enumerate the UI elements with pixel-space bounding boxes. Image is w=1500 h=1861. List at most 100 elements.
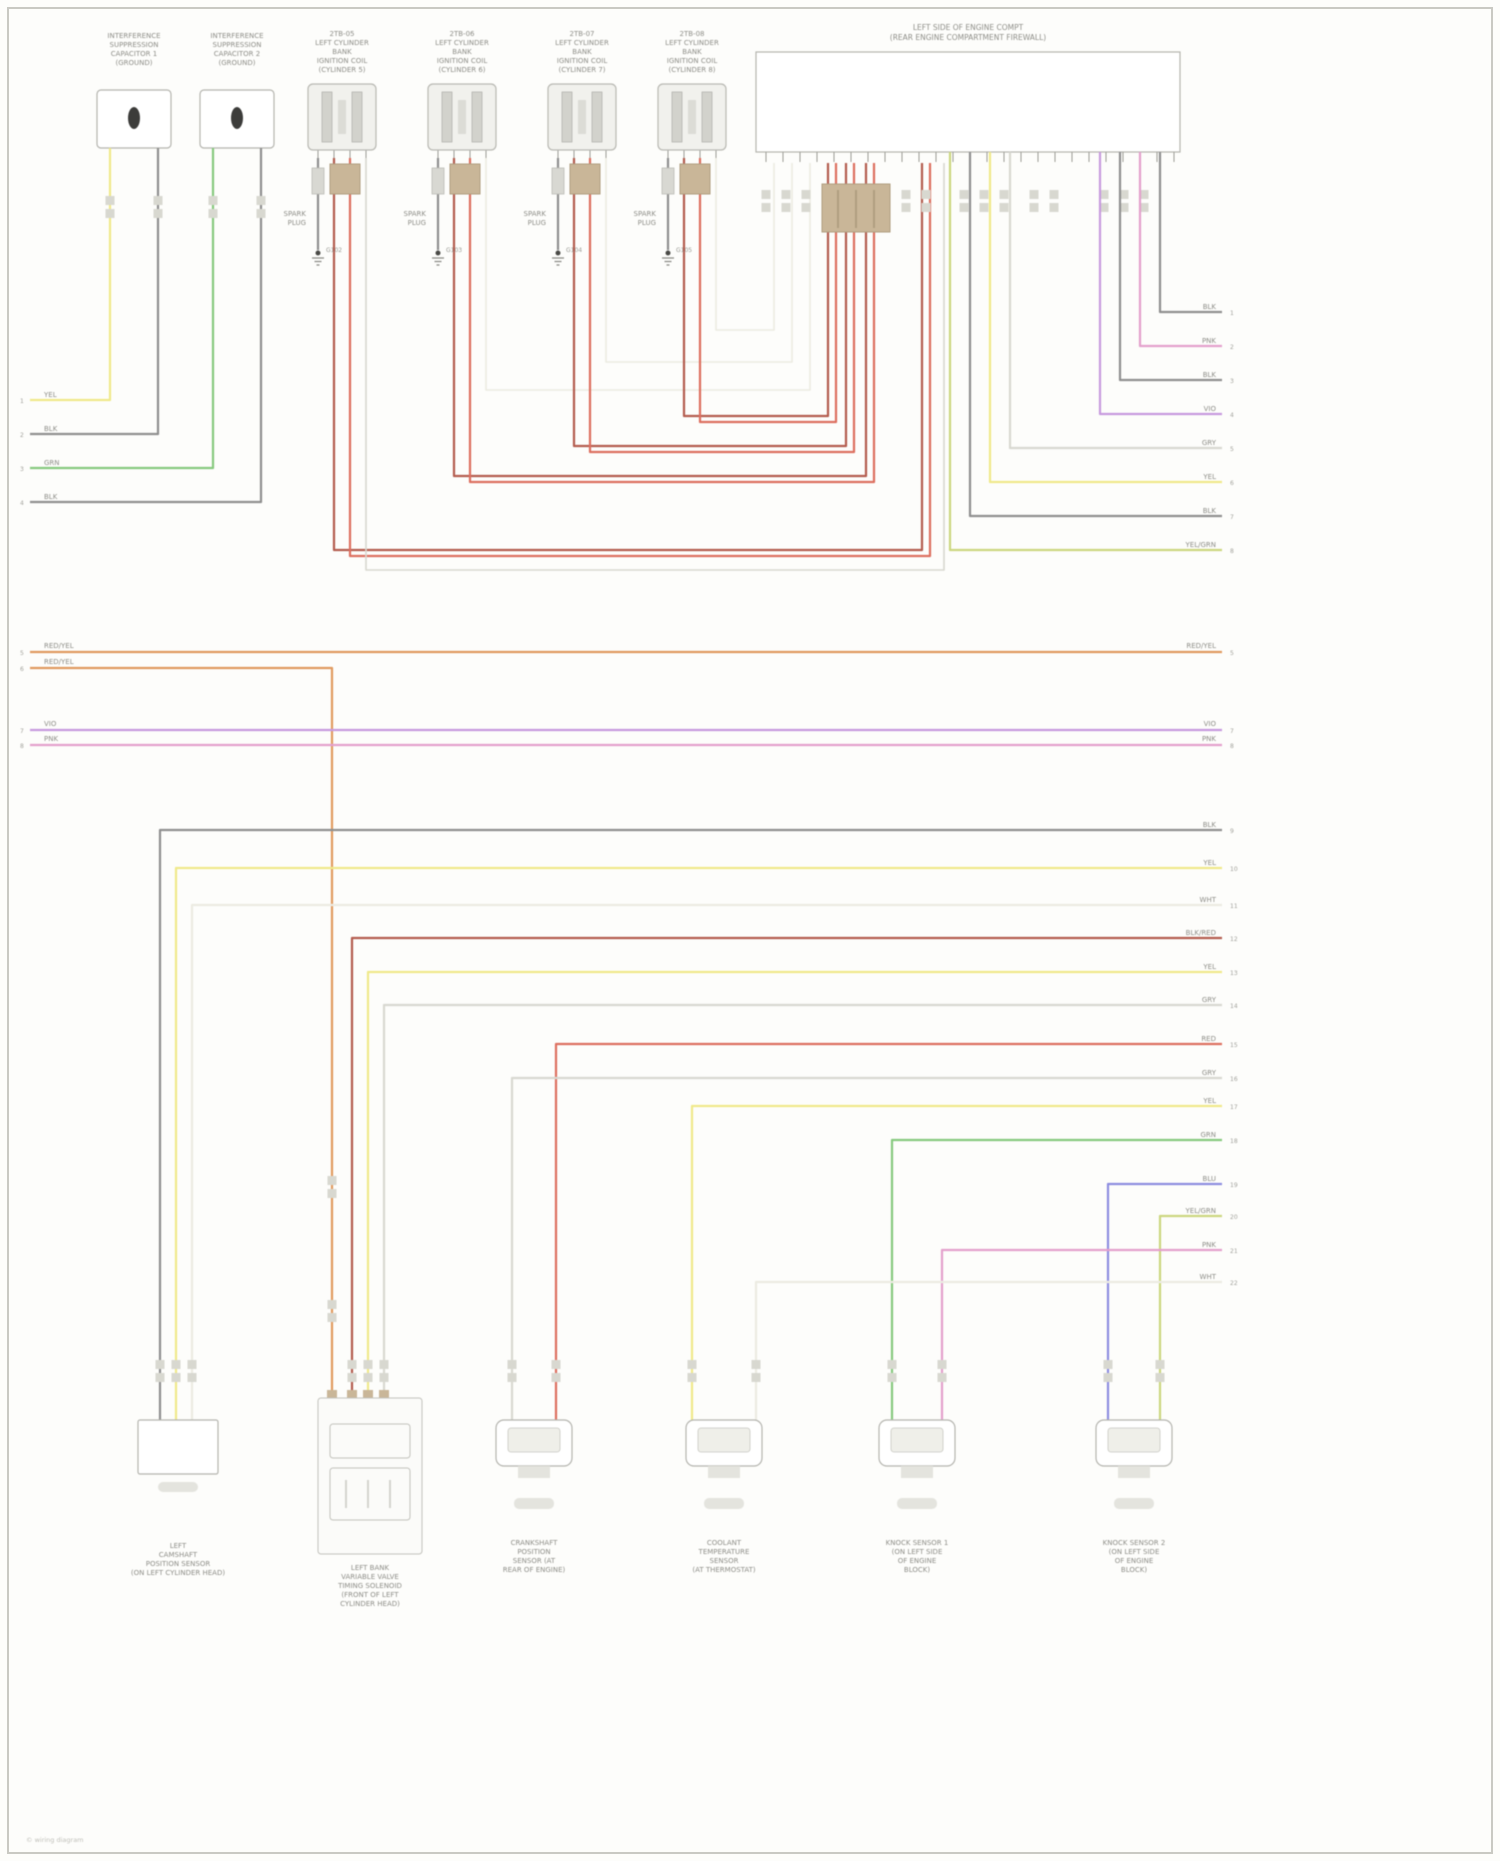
right-wire-label: BLK bbox=[1203, 507, 1217, 515]
solenoid-caption-line: CYLINDER HEAD) bbox=[340, 1600, 400, 1608]
coolant-temperature-sensor: COOLANT TEMPERATURE SENSOR (AT THERMOSTA… bbox=[685, 1419, 763, 1574]
capacitor1-symbol bbox=[128, 107, 140, 129]
capacitor1-label-line: CAPACITOR 1 bbox=[111, 50, 157, 58]
wire-rl-11 bbox=[1106, 1182, 1222, 1420]
right-wire-pin: 2 bbox=[1230, 344, 1234, 351]
wire-coil3-red bbox=[588, 158, 856, 454]
right-wire-pin: 1 bbox=[1230, 310, 1234, 317]
coil4-label-line: 2TB-08 bbox=[680, 30, 705, 38]
solenoid-caption-line: TIMING SOLENOID bbox=[337, 1582, 402, 1590]
wire-rl-5 bbox=[366, 970, 1222, 1390]
right-wire-label: PNK bbox=[1202, 1241, 1216, 1249]
trunk-pin: 6 bbox=[20, 666, 24, 673]
trunk-label: VIO bbox=[1204, 720, 1217, 728]
sensor1-caption-line: POSITION SENSOR bbox=[146, 1560, 211, 1568]
ground-symbols bbox=[312, 257, 674, 266]
right-wire-label: YEL bbox=[1202, 859, 1216, 867]
right-wire-label: YEL bbox=[1202, 473, 1216, 481]
solenoid-coil-bars bbox=[345, 1480, 391, 1508]
coil4-slot bbox=[671, 91, 683, 143]
wire-rl-10 bbox=[890, 1138, 1222, 1420]
right-wire-pin: 3 bbox=[1230, 378, 1234, 385]
capacitor2-label-line: (GROUND) bbox=[218, 59, 255, 67]
crankshaft-position-sensor: CRANKSHAFT POSITION SENSOR (AT REAR OF E… bbox=[495, 1419, 573, 1574]
coil1-label-line: (CYLINDER 5) bbox=[318, 66, 365, 74]
right-wire-label: WHT bbox=[1200, 1273, 1217, 1281]
coil1-label-line: 2TB-05 bbox=[330, 30, 355, 38]
sensor6-stem bbox=[1118, 1466, 1150, 1478]
wire-shield-loop-1 bbox=[485, 158, 811, 391]
capacitor2-symbol bbox=[231, 107, 243, 129]
wire-rl-7 bbox=[554, 1042, 1222, 1420]
ecm-box: LEFT SIDE OF ENGINE COMPT (REAR ENGINE C… bbox=[755, 23, 1181, 233]
wire-ru-6 bbox=[988, 152, 1222, 484]
ecm-connector-cluster-bars bbox=[837, 190, 875, 228]
trunk-label: PNK bbox=[44, 735, 58, 743]
trunk-pin: 7 bbox=[1230, 728, 1234, 735]
wire-coil4-red bbox=[698, 158, 838, 424]
solenoid-lower-section bbox=[329, 1467, 411, 1521]
wire-ru-3 bbox=[1118, 152, 1222, 382]
sensor5-connector-pill bbox=[897, 1498, 937, 1509]
wire-cap2-grn bbox=[30, 148, 215, 470]
right-wire-label: BLK bbox=[1203, 821, 1217, 829]
coil2-sparkplug-label: PLUG bbox=[408, 219, 426, 227]
left-wire-label: GRN bbox=[44, 459, 60, 467]
solenoid-upper-section bbox=[329, 1423, 411, 1459]
coil1-label-line: BANK bbox=[332, 48, 352, 56]
wire-coil1-gry bbox=[365, 158, 945, 571]
coil3-ground-label: G104 bbox=[566, 247, 582, 254]
sensor4-caption-line: COOLANT bbox=[707, 1539, 742, 1547]
knock-sensor-2: KNOCK SENSOR 2 (ON LEFT SIDE OF ENGINE B… bbox=[1095, 1419, 1173, 1574]
coil4-label-line: LEFT CYLINDER bbox=[665, 39, 719, 47]
sensor1-caption-line: (ON LEFT CYLINDER HEAD) bbox=[131, 1569, 225, 1577]
right-wire-pin: 12 bbox=[1230, 936, 1238, 943]
right-wire-label: YEL bbox=[1202, 963, 1216, 971]
right-wire-pin: 16 bbox=[1230, 1076, 1238, 1083]
coil2-slot bbox=[441, 91, 453, 143]
right-wire-label: GRY bbox=[1202, 1069, 1217, 1077]
wire-ru-1 bbox=[1158, 152, 1222, 314]
right-wire-pin: 7 bbox=[1230, 514, 1234, 521]
wire-coil3-dkred bbox=[572, 158, 848, 448]
ecm-label-line2: (REAR ENGINE COMPARTMENT FIREWALL) bbox=[890, 33, 1046, 42]
trunk-pin: 8 bbox=[20, 743, 24, 750]
right-wire-label: YEL bbox=[1202, 1097, 1216, 1105]
coil2-slot bbox=[471, 91, 483, 143]
sensor3-caption-line: POSITION bbox=[517, 1548, 550, 1556]
right-wire-label: BLK bbox=[1203, 371, 1217, 379]
wire-rl-6 bbox=[382, 1003, 1222, 1390]
coil2-slot bbox=[458, 100, 466, 134]
right-wire-label: BLU bbox=[1203, 1175, 1216, 1183]
trunk-label: VIO bbox=[44, 720, 57, 728]
coil-pin-ticks bbox=[317, 150, 717, 158]
sensor5-inner bbox=[890, 1427, 944, 1453]
coil4-ground-dot bbox=[665, 250, 671, 256]
coil1-label-line: IGNITION COIL bbox=[317, 57, 368, 65]
ecm-label-line1: LEFT SIDE OF ENGINE COMPT bbox=[913, 23, 1024, 32]
left-wire-pin: 3 bbox=[20, 466, 24, 473]
sensor6-caption-line: OF ENGINE bbox=[1115, 1557, 1154, 1565]
trunk-label: RED/YEL bbox=[44, 642, 74, 650]
wire-ru-5 bbox=[1008, 152, 1222, 450]
wire-rl-4 bbox=[350, 936, 1222, 1390]
coil4-label-line: IGNITION COIL bbox=[667, 57, 718, 65]
coil3-label-line: BANK bbox=[572, 48, 592, 56]
coil4-sparkplug-label: SPARK bbox=[634, 210, 657, 218]
wire-rl-1 bbox=[158, 828, 1222, 1420]
spark-plug-1 bbox=[311, 167, 325, 195]
sensor4-inner bbox=[697, 1427, 751, 1453]
right-wire-pin: 21 bbox=[1230, 1248, 1238, 1255]
spark-plug-4 bbox=[661, 167, 675, 195]
coil3-ground-dot bbox=[555, 250, 561, 256]
sensor3-connector-pill bbox=[514, 1498, 554, 1509]
sensor5-caption-line: OF ENGINE bbox=[898, 1557, 937, 1565]
solenoid-caption-line: (FRONT OF LEFT bbox=[341, 1591, 399, 1599]
coil3-label-line: IGNITION COIL bbox=[557, 57, 608, 65]
left-wire-label: BLK bbox=[44, 425, 58, 433]
coil2-label-line: 2TB-06 bbox=[450, 30, 476, 38]
knock-sensor-1: KNOCK SENSOR 1 (ON LEFT SIDE OF ENGINE B… bbox=[878, 1419, 956, 1574]
inline-connectors-bottom bbox=[155, 1360, 1165, 1382]
ecm-rect bbox=[755, 51, 1181, 153]
right-wire-pin: 11 bbox=[1230, 903, 1238, 910]
